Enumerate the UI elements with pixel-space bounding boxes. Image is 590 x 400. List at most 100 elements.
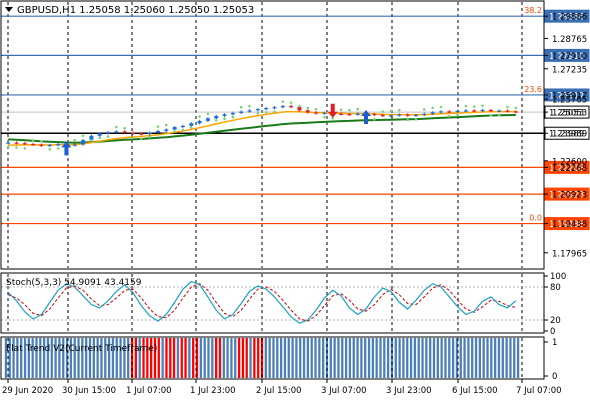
price-level-tag-label: 1.22268 xyxy=(549,164,584,174)
price-panel[interactable]: 1.29886 38.2 1.27910 1.25917 23.6 1.23989 1.22… xyxy=(0,0,590,270)
signal-arrows xyxy=(61,103,372,156)
flat-trend-bar xyxy=(16,338,19,378)
fast-ma-line xyxy=(8,110,516,147)
candle-body xyxy=(239,111,244,113)
parabolic-dot xyxy=(389,109,393,113)
fib-level-label: 23.6 xyxy=(524,85,542,94)
fib-level-label: 38.2 xyxy=(524,6,542,15)
flat-trend-bar xyxy=(478,338,482,378)
flat-trend-bar xyxy=(214,338,218,378)
parabolic-dot xyxy=(15,146,18,149)
flat-trend-bar xyxy=(100,338,103,378)
candle-body xyxy=(430,112,435,114)
flat-trend-bar xyxy=(432,338,436,378)
flat-trend-bar xyxy=(360,338,363,378)
price-axis[interactable]: 1.29886 1.28765 1.27910 1.27235 1.259171.257… xyxy=(544,13,587,260)
flat-trend-grid xyxy=(7,338,523,378)
parabolic-dot xyxy=(181,128,185,132)
flat-trend-bar xyxy=(4,338,8,378)
parabolic-dot xyxy=(173,130,176,133)
flat-trend-bar xyxy=(188,338,191,378)
flat-trend-bar xyxy=(172,338,176,378)
candle-body xyxy=(355,113,360,115)
flat-trend-bar xyxy=(329,338,332,378)
flat-trend-bar xyxy=(211,338,214,378)
flat-trend-bar xyxy=(272,338,275,378)
flat-trend-bar xyxy=(222,338,225,378)
flat-trend-panel[interactable]: Flat Trend V2(Current Timeframe) 10 xyxy=(0,336,557,382)
parabolic-dot xyxy=(422,108,426,111)
flat-trend-bar xyxy=(505,338,508,378)
candle-body xyxy=(380,114,385,117)
flat-trend-bar xyxy=(245,338,248,378)
flat-trend-bar xyxy=(501,338,504,378)
flat-trend-bar xyxy=(207,338,210,378)
candle-body xyxy=(189,123,194,126)
flat-trend-bar xyxy=(467,338,470,378)
candle-body xyxy=(397,114,402,116)
flat-trend-bar xyxy=(409,338,413,378)
parabolic-dot xyxy=(489,114,493,117)
candle-body xyxy=(72,144,77,146)
parabolic-dot xyxy=(289,101,293,104)
candle-body xyxy=(89,135,94,141)
flat-trend-bar xyxy=(123,338,126,378)
parabolic-dot xyxy=(131,136,135,140)
flat-trend-bar xyxy=(20,338,23,378)
stochastic-main-line xyxy=(7,280,517,324)
flat-trend-bar xyxy=(226,338,229,378)
flat-trend-bar xyxy=(153,338,157,378)
stochastic-tick-label: 20 xyxy=(550,316,561,326)
flat-trend-bar xyxy=(448,338,451,378)
candle-body xyxy=(280,106,285,108)
chart-header: GBPUSD,H1 1.25058 1.25060 1.25050 1.2505… xyxy=(5,5,254,16)
candles xyxy=(6,100,518,151)
candle-body xyxy=(214,115,219,119)
time-tick-label: 7 Jul 07:00 xyxy=(516,386,562,396)
price-level-tag-label: 1.20923 xyxy=(549,191,584,201)
current-price-tag-label: 1.25053 xyxy=(549,109,584,119)
candle-body xyxy=(164,129,169,132)
flat-trend-bar xyxy=(440,338,443,378)
candle-body xyxy=(172,127,177,130)
stochastic-tick-label: 0 xyxy=(550,327,555,337)
time-axis[interactable]: 29 Jun 2020 30 Jun 15:00 1 Jul 07:00 1 Jul … xyxy=(2,379,562,396)
flat-trend-bar xyxy=(341,338,344,378)
parabolic-dot xyxy=(231,116,235,119)
parabolic-dot xyxy=(123,126,126,130)
candle-body xyxy=(247,110,252,112)
candle-body xyxy=(472,110,477,112)
flat-trend-bar xyxy=(413,338,417,378)
parabolic-dot xyxy=(497,113,501,117)
flat-trend-bar xyxy=(375,338,378,378)
candle-body xyxy=(447,111,452,113)
flat-trend-bar xyxy=(27,338,30,378)
flat-trend-bar xyxy=(96,338,99,378)
flat-trend-panel-frame xyxy=(0,336,545,380)
parabolic-dot xyxy=(156,125,160,128)
flat-trend-bar xyxy=(486,338,489,378)
flat-trend-bar xyxy=(459,338,462,378)
flat-trend-bar xyxy=(474,338,478,378)
stochastic-label: Stoch(5,3,3) 54.9091 43.4159 xyxy=(6,278,142,288)
candle-body xyxy=(322,112,327,114)
flat-trend-bar xyxy=(379,338,382,378)
flat-trend-bar xyxy=(402,338,405,378)
flat-trend-bar xyxy=(234,338,237,378)
flat-trend-bar xyxy=(65,338,69,378)
candle-body xyxy=(106,132,111,134)
flat-trend-bar xyxy=(62,338,65,378)
flat-trend-bar xyxy=(425,338,428,378)
candle-body xyxy=(14,142,19,144)
flat-trend-bar xyxy=(180,338,183,378)
candle-body xyxy=(497,110,502,112)
price-panel-frame xyxy=(0,0,545,270)
flat-trend-label: Flat Trend V2(Current Timeframe) xyxy=(6,344,157,354)
flat-trend-bar xyxy=(257,338,260,378)
flat-trend-bar xyxy=(291,338,294,378)
flat-trend-bar xyxy=(302,338,306,378)
flat-trend-bar xyxy=(119,338,122,378)
